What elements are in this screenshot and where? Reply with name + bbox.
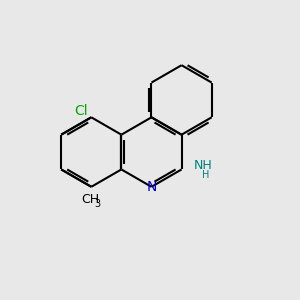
Text: H: H (202, 170, 209, 180)
Text: N: N (147, 180, 157, 194)
Text: Cl: Cl (74, 104, 88, 118)
Text: NH: NH (194, 159, 213, 172)
Text: 3: 3 (95, 199, 101, 208)
Text: CH: CH (81, 193, 99, 206)
